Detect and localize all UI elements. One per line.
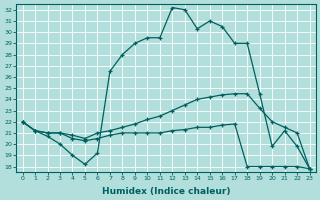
X-axis label: Humidex (Indice chaleur): Humidex (Indice chaleur)	[102, 187, 230, 196]
